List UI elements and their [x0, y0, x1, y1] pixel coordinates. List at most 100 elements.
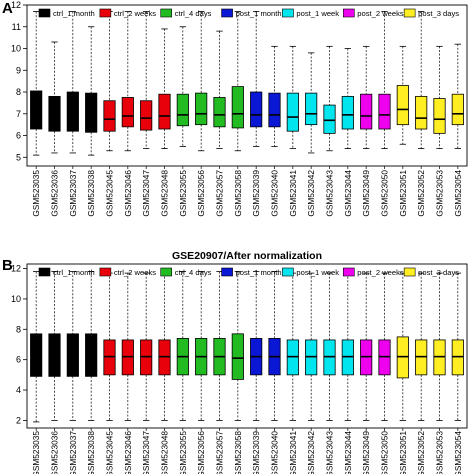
x-category-label: GSM523045: [105, 431, 115, 474]
y-tick-label: 5: [16, 152, 21, 162]
box-GSM523057: [213, 30, 226, 149]
x-category-label: GSM523043: [325, 170, 335, 217]
legend-label: post_1 month: [236, 268, 282, 277]
legend-label: ctrl_2 weeks: [114, 9, 156, 18]
x-category-label: GSM523056: [196, 431, 206, 474]
box-GSM523054: [451, 272, 464, 421]
box-GSM523036: [48, 271, 61, 421]
x-category-label: GSM523043: [325, 431, 335, 474]
legend-swatch: [38, 267, 51, 277]
box-GSM523058: [231, 11, 244, 152]
x-category-label: GSM523042: [306, 170, 316, 217]
box-body: [250, 91, 263, 128]
box-GSM523050: [378, 272, 391, 421]
x-category-label: GSM523035: [31, 170, 41, 217]
legend-swatch: [403, 8, 416, 18]
legend-label: post_2 weeks: [357, 268, 404, 277]
box-GSM523045: [103, 11, 116, 152]
box-GSM523049: [360, 45, 373, 149]
x-category-label: GSM523049: [361, 170, 371, 217]
x-category-label: GSM523051: [398, 431, 408, 474]
box-body: [341, 95, 354, 130]
box-GSM523046: [121, 272, 134, 421]
box-body: [176, 93, 189, 127]
box-GSM523036: [48, 41, 61, 154]
box-body: [360, 93, 373, 130]
legend-swatch: [99, 8, 112, 18]
box-body: [396, 85, 409, 126]
x-category-label: GSM523058: [233, 431, 243, 474]
box-body: [158, 93, 171, 130]
x-category-label: GSM523053: [435, 431, 445, 474]
box-body: [378, 93, 391, 130]
box-body: [213, 97, 226, 128]
x-category-label: GSM523037: [68, 431, 78, 474]
box-body: [433, 98, 446, 134]
y-tick-label: 6: [16, 131, 21, 141]
legend-swatch: [160, 8, 173, 18]
box-GSM523043: [323, 45, 336, 152]
box-GSM523049: [360, 272, 373, 421]
x-category-label: GSM523044: [343, 431, 353, 474]
y-tick-label: 2: [16, 415, 21, 425]
x-category-label: GSM523040: [270, 170, 280, 217]
box-GSM523045: [103, 272, 116, 421]
x-category-label: GSM523053: [435, 170, 445, 217]
x-category-label: GSM523056: [196, 170, 206, 217]
box-GSM523055: [176, 26, 189, 147]
x-category-label: GSM523058: [233, 170, 243, 217]
box-GSM523037: [66, 11, 79, 154]
x-category-label: GSM523050: [380, 170, 390, 217]
x-category-label: GSM523041: [288, 170, 298, 217]
box-GSM523038: [85, 26, 98, 156]
box-body: [85, 92, 98, 133]
box-GSM523041: [286, 45, 299, 149]
box-GSM523058: [231, 271, 244, 421]
y-tick-label: 8: [16, 324, 21, 334]
x-category-label: GSM523039: [251, 431, 261, 474]
y-tick-label: 8: [16, 87, 21, 97]
box-GSM523051: [396, 272, 409, 421]
box-GSM523052: [415, 272, 428, 421]
x-category-label: GSM523038: [86, 431, 96, 474]
legend-swatch: [99, 267, 112, 277]
box-GSM523035: [30, 271, 43, 423]
legend-swatch: [38, 8, 51, 18]
box-body: [231, 86, 244, 129]
box-body: [415, 95, 428, 130]
box-GSM523053: [433, 272, 446, 421]
x-category-label: GSM523036: [50, 431, 60, 474]
legend-swatch: [221, 267, 233, 277]
box-GSM523039: [250, 271, 263, 421]
box-GSM523040: [268, 45, 281, 147]
x-category-label: GSM523042: [306, 431, 316, 474]
x-category-label: GSM523052: [416, 431, 426, 474]
x-category-label: GSM523047: [141, 431, 151, 474]
x-category-label: GSM523040: [270, 431, 280, 474]
x-category-label: GSM523057: [215, 431, 225, 474]
box-body: [451, 93, 464, 126]
legend-swatch: [342, 8, 355, 18]
legend: ctrl_1 month ctrl_2 weeks ctrl_4 days post_…: [38, 8, 459, 18]
box-GSM523048: [158, 28, 171, 149]
legend-swatch: [342, 267, 355, 277]
box-GSM523048: [158, 272, 171, 421]
panel-letter: A: [2, 0, 13, 17]
y-tick-label: 11: [12, 22, 21, 32]
box-GSM523046: [121, 11, 134, 152]
legend-label: ctrl_4 days: [175, 268, 212, 277]
box-body: [103, 100, 116, 132]
y-tick-label: 7: [16, 109, 21, 119]
legend-swatch: [282, 267, 294, 277]
y-tick-label: 10: [11, 294, 21, 304]
legend-label: post_2 weeks: [357, 9, 404, 18]
box-body: [231, 333, 244, 380]
box-body: [323, 104, 336, 134]
box-GSM523047: [140, 272, 153, 421]
plot-frame: [26, 263, 468, 429]
box-GSM523041: [286, 272, 299, 421]
x-category-label: GSM523055: [178, 170, 188, 217]
legend-label: post_1 week: [296, 9, 339, 18]
x-category-label: GSM523055: [178, 431, 188, 474]
box-GSM523043: [323, 272, 336, 421]
